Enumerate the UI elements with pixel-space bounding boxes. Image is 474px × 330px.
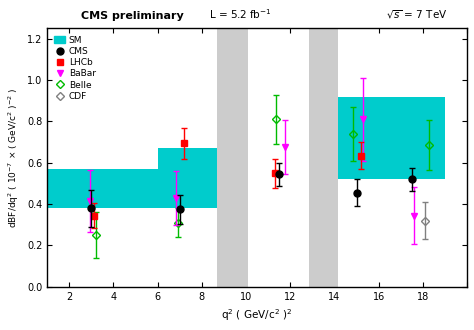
Bar bbox=[217, 28, 248, 287]
Bar bbox=[309, 28, 338, 287]
X-axis label: q$^{2}$ ( GeV/c$^{2}$ )$^{2}$: q$^{2}$ ( GeV/c$^{2}$ )$^{2}$ bbox=[221, 307, 293, 323]
Text: CMS preliminary: CMS preliminary bbox=[81, 11, 183, 20]
Text: L = 5.2 fb$^{-1}$: L = 5.2 fb$^{-1}$ bbox=[209, 7, 272, 20]
Y-axis label: dBF/dq$^{2}$ ( 10$^{-7}$ $\times$ ( GeV/c$^{2}$ )$^{-2}$ ): dBF/dq$^{2}$ ( 10$^{-7}$ $\times$ ( GeV/… bbox=[7, 87, 21, 228]
Text: $\sqrt{s}$ = 7 TeV: $\sqrt{s}$ = 7 TeV bbox=[386, 8, 447, 20]
Legend: SM, CMS, LHCb, BaBar, Belle, CDF: SM, CMS, LHCb, BaBar, Belle, CDF bbox=[52, 33, 99, 104]
